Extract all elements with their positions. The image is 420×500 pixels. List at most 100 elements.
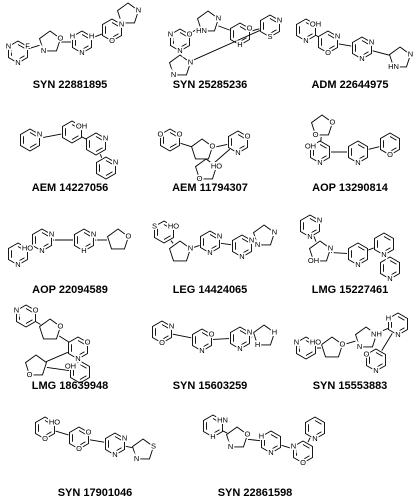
bond xyxy=(251,240,255,242)
atom-label: N xyxy=(317,215,322,224)
double-bond xyxy=(357,257,365,262)
ring xyxy=(388,312,408,336)
ring xyxy=(105,432,125,456)
atom-label: N xyxy=(75,354,80,363)
atom-label: N xyxy=(355,260,360,269)
atom-label: O xyxy=(209,329,215,338)
double-bond xyxy=(357,155,365,160)
bond xyxy=(307,437,311,443)
double-bond xyxy=(302,455,310,460)
ring xyxy=(348,242,368,266)
atom-label: O xyxy=(76,444,82,453)
bond xyxy=(368,247,374,251)
atom-label: N xyxy=(113,157,118,166)
ring xyxy=(8,242,28,266)
atom-label: O xyxy=(37,129,43,138)
double-bond xyxy=(241,238,249,243)
atom-label: O xyxy=(387,150,393,159)
ring xyxy=(16,304,36,328)
atom-label: O xyxy=(159,338,165,347)
atom-label: N xyxy=(103,133,108,142)
atom-label: OH xyxy=(65,361,76,370)
double-bond xyxy=(397,316,405,321)
atom-label: O xyxy=(313,130,319,139)
double-bond xyxy=(389,271,397,276)
compound-label: LMG 18639948 xyxy=(32,380,108,392)
atom-label: N xyxy=(312,434,317,443)
atom-label: N xyxy=(235,148,240,157)
atom-label: N xyxy=(357,342,362,351)
atom-label: O xyxy=(126,232,132,241)
double-bond xyxy=(161,335,169,340)
double-bond xyxy=(209,234,217,239)
bond xyxy=(170,240,174,244)
atom-label: N xyxy=(168,29,173,38)
atom-label: O xyxy=(245,131,251,140)
double-bond xyxy=(95,136,103,141)
atom-label: O xyxy=(210,142,216,151)
double-bond xyxy=(179,32,187,37)
atom-label: N xyxy=(359,54,364,63)
bond xyxy=(45,351,69,363)
compound-label: SYN 22881895 xyxy=(33,79,108,91)
double-bond xyxy=(41,243,49,248)
bond xyxy=(189,30,261,62)
bond xyxy=(89,439,105,443)
ring xyxy=(169,240,191,262)
atom-label: H xyxy=(89,31,94,40)
double-bond xyxy=(361,51,369,56)
double-bond xyxy=(114,447,122,452)
atom-label: N xyxy=(328,244,333,253)
double-bond xyxy=(41,232,49,237)
double-bond xyxy=(397,327,405,332)
double-bond xyxy=(169,143,177,148)
double-bond xyxy=(212,418,220,423)
double-bond xyxy=(79,375,87,380)
ring xyxy=(107,228,129,250)
atom-label: N xyxy=(79,48,84,57)
bond xyxy=(180,142,192,148)
atom-label: O xyxy=(247,23,253,32)
ring xyxy=(170,28,190,52)
ring xyxy=(195,158,217,180)
ring xyxy=(260,14,280,38)
compound-label: AEM 11794307 xyxy=(172,182,248,194)
atom-label: N xyxy=(171,70,176,79)
ring xyxy=(35,416,55,440)
atom-label: N xyxy=(14,305,19,314)
ring xyxy=(8,40,28,64)
atom-label: N xyxy=(369,37,374,46)
double-bond xyxy=(305,351,313,356)
double-bond xyxy=(361,40,369,45)
double-bond xyxy=(305,340,313,345)
ring xyxy=(152,320,172,344)
atom-label: N xyxy=(122,433,127,442)
double-bond xyxy=(29,132,37,137)
atom-label: H xyxy=(255,340,260,349)
atom-label: O xyxy=(42,434,48,443)
double-bond xyxy=(270,434,278,439)
double-bond xyxy=(389,260,397,265)
double-bond xyxy=(237,134,245,139)
atom-label: O xyxy=(187,29,193,38)
double-bond xyxy=(270,445,278,450)
compound: HON N ONN H xyxy=(8,228,133,270)
ring xyxy=(374,232,394,256)
atom-label: N xyxy=(373,366,378,375)
bond xyxy=(213,148,231,164)
double-bond xyxy=(161,324,169,329)
bond xyxy=(212,143,228,149)
atom-label: N xyxy=(408,50,413,59)
bond xyxy=(368,146,380,150)
atom-label: NH xyxy=(371,330,382,339)
atom-label: O xyxy=(340,340,346,349)
bond xyxy=(27,245,33,249)
double-bond xyxy=(78,430,86,435)
double-bond xyxy=(357,144,365,149)
ring xyxy=(355,326,377,348)
atom-label: N xyxy=(91,229,96,238)
